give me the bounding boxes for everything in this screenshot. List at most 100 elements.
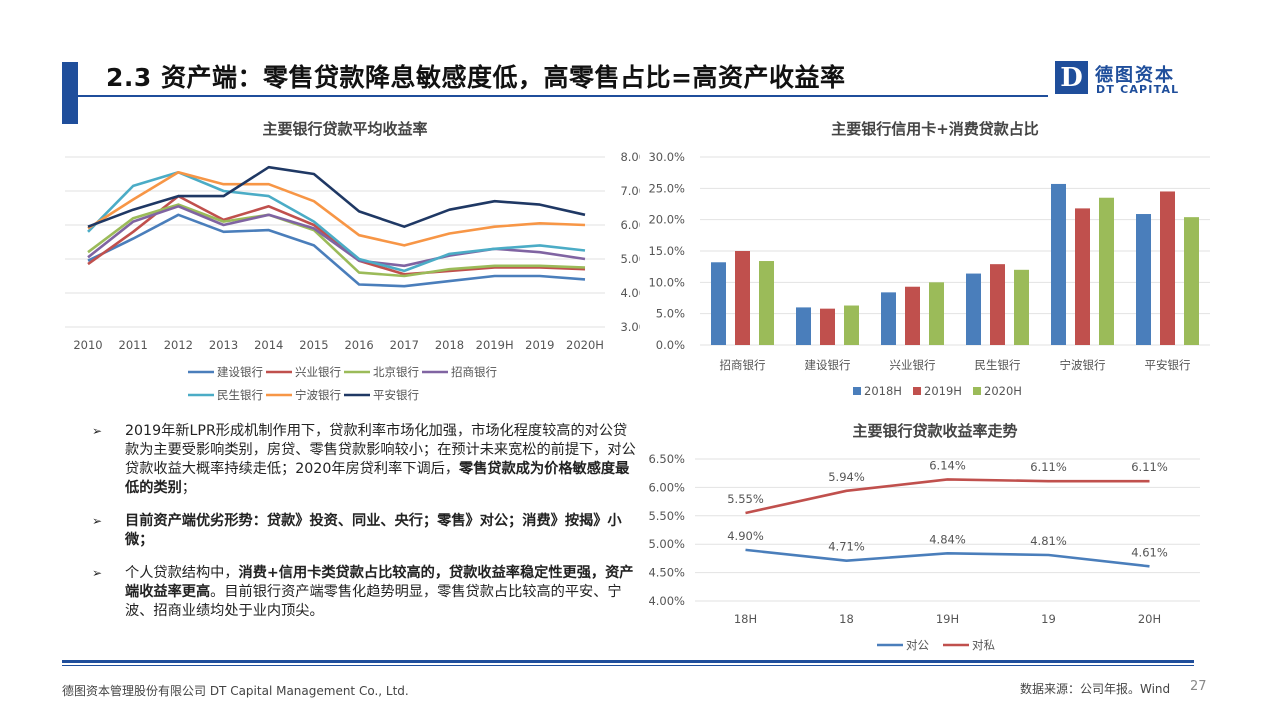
y-tick-label: 6.00% <box>620 218 640 232</box>
legend-label: 2020H <box>984 384 1022 398</box>
arrow-bullet-icon: ➢ <box>92 566 103 580</box>
logo-chinese-name: 德图资本 <box>1095 65 1175 86</box>
dt-logo-icon: D <box>1055 61 1088 94</box>
data-label: 4.90% <box>727 529 764 543</box>
footer-source: 数据来源：公司年报。Wind <box>1020 682 1171 696</box>
series-line <box>87 165 586 228</box>
y-tick-label: 7.00% <box>620 184 640 198</box>
bar <box>990 264 1005 345</box>
bar <box>905 286 920 345</box>
bullet-text-bold: 消费+信用卡类贷款占比较高的，贷款收益率稳定性更强，资产端收益率更高 <box>125 565 634 600</box>
bar <box>735 251 750 345</box>
x-tick-label: 2020H <box>566 338 604 352</box>
series-line <box>87 204 586 268</box>
data-label: 4.61% <box>1131 545 1168 559</box>
data-label: 6.11% <box>1131 460 1168 474</box>
bullet-item: ➢ 2019年新LPR形成机制作用下，贷款利率市场化加强，市场化程度较高的对公贷… <box>92 422 637 498</box>
legend-label: 招商银行 <box>451 365 497 379</box>
bar-chart-title: 主要银行信用卡+消费贷款占比 <box>831 120 1039 138</box>
data-label: 4.71% <box>828 540 865 554</box>
y-tick-label: 25.0% <box>648 181 685 195</box>
title-accent-bar <box>62 62 78 124</box>
data-label: 6.14% <box>929 458 966 472</box>
legend-label: 对公 <box>906 638 929 652</box>
data-label: 4.81% <box>1030 534 1067 548</box>
x-tick-label: 招商银行 <box>720 358 766 372</box>
y-tick-label: 6.00% <box>648 480 685 494</box>
bar <box>881 292 896 345</box>
y-tick-label: 3.00% <box>620 320 640 334</box>
legend-swatch <box>853 387 861 395</box>
arrow-bullet-icon: ➢ <box>92 514 103 528</box>
legend-label: 2019H <box>924 384 962 398</box>
bar <box>1136 214 1151 345</box>
loan-yield-line-chart: 3.00% 4.00% 5.00% 6.00% 7.00% 8.00% 2010 2011 20… <box>65 150 640 402</box>
bar <box>796 307 811 345</box>
x-tick-label: 2014 <box>254 338 283 352</box>
legend-label: 对私 <box>972 638 995 652</box>
trend-chart-title: 主要银行贷款收益率走势 <box>852 422 1018 440</box>
bullet-item: ➢ 个人贷款结构中，消费+信用卡类贷款占比较高的，贷款收益率稳定性更强，资产端收… <box>92 564 637 621</box>
bar <box>966 273 981 345</box>
y-tick-label: 5.50% <box>648 509 685 523</box>
x-tick-label: 19 <box>1041 612 1056 626</box>
y-tick-label: 8.00% <box>620 150 640 164</box>
bar <box>759 261 774 345</box>
consumer-loan-share-bar-chart: 0.0% 5.0% 10.0% 15.0% 20.0% 25.0% 30.0% 招商银行 建设银… <box>648 150 1210 398</box>
logo-english-name: DT CAPITAL <box>1096 83 1180 96</box>
x-tick-label: 兴业银行 <box>890 358 936 372</box>
bar <box>1014 269 1029 345</box>
x-tick-label: 2011 <box>119 338 148 352</box>
footer-company: 德图资本管理股份有限公司 DT Capital Management Co., … <box>62 684 409 698</box>
y-tick-label: 30.0% <box>648 150 685 164</box>
data-label: 5.94% <box>828 470 865 484</box>
series-line <box>87 213 586 288</box>
series-line <box>745 548 1150 568</box>
x-tick-label: 19H <box>936 612 959 626</box>
x-tick-label: 2015 <box>299 338 328 352</box>
y-tick-label: 0.0% <box>656 338 685 352</box>
y-tick-label: 4.00% <box>648 594 685 608</box>
y-tick-label: 5.00% <box>620 252 640 266</box>
y-tick-label: 5.0% <box>656 307 685 321</box>
bar <box>1099 197 1114 345</box>
bar <box>1075 208 1090 345</box>
line-chart-title: 主要银行贷款平均收益率 <box>262 120 428 138</box>
legend-label: 平安银行 <box>373 388 419 402</box>
x-tick-label: 民生银行 <box>975 358 1021 372</box>
y-tick-label: 5.00% <box>648 537 685 551</box>
legend-swatch <box>913 387 921 395</box>
y-tick-label: 20.0% <box>648 213 685 227</box>
bar <box>844 305 859 345</box>
legend-label: 兴业银行 <box>295 365 341 379</box>
x-tick-label: 2017 <box>390 338 419 352</box>
x-tick-label: 20H <box>1138 612 1161 626</box>
x-tick-label: 2019H <box>476 338 514 352</box>
series-line <box>87 203 586 278</box>
y-tick-label: 4.00% <box>620 286 640 300</box>
x-tick-label: 18H <box>734 612 757 626</box>
loan-yield-trend-chart: 4.00% 4.50% 5.00% 5.50% 6.00% 6.50% 18H 18 19H 19… <box>648 452 1200 652</box>
bullet-text-bold: 零售贷款成为价格敏感度最低的类别 <box>125 461 630 496</box>
legend-label: 建设银行 <box>217 365 263 379</box>
x-tick-label: 2018 <box>435 338 464 352</box>
bullet-text: 2019年新LPR形成机制作用下，贷款利率市场化加强，市场化程度较高的对公贷款为… <box>125 423 636 477</box>
bar <box>929 282 944 345</box>
y-tick-label: 6.50% <box>648 452 685 466</box>
legend-label: 宁波银行 <box>295 388 341 402</box>
series-line <box>87 194 586 276</box>
bullet-item: ➢ 目前资产端优劣形势：贷款》投资、同业、央行；零售》对公；消费》按揭》小微； <box>92 512 637 550</box>
data-label: 5.55% <box>727 492 764 506</box>
page-title: 2.3 资产端：零售贷款降息敏感度低，高零售占比=高资产收益率 <box>106 63 846 92</box>
title-underline <box>78 95 1048 97</box>
x-tick-label: 2013 <box>209 338 238 352</box>
x-tick-label: 宁波银行 <box>1060 358 1106 372</box>
bullet-text: 。目前银行资产端零售化趋势明显，零售贷款占比较高的平安、宁波、招商业绩均处于业内… <box>125 584 622 619</box>
legend-label: 北京银行 <box>373 365 419 379</box>
x-tick-label: 18 <box>839 612 854 626</box>
series-line <box>87 170 586 247</box>
x-tick-label: 平安银行 <box>1145 358 1191 372</box>
legend-swatch <box>973 387 981 395</box>
bar <box>1160 191 1175 345</box>
bar <box>820 308 835 345</box>
